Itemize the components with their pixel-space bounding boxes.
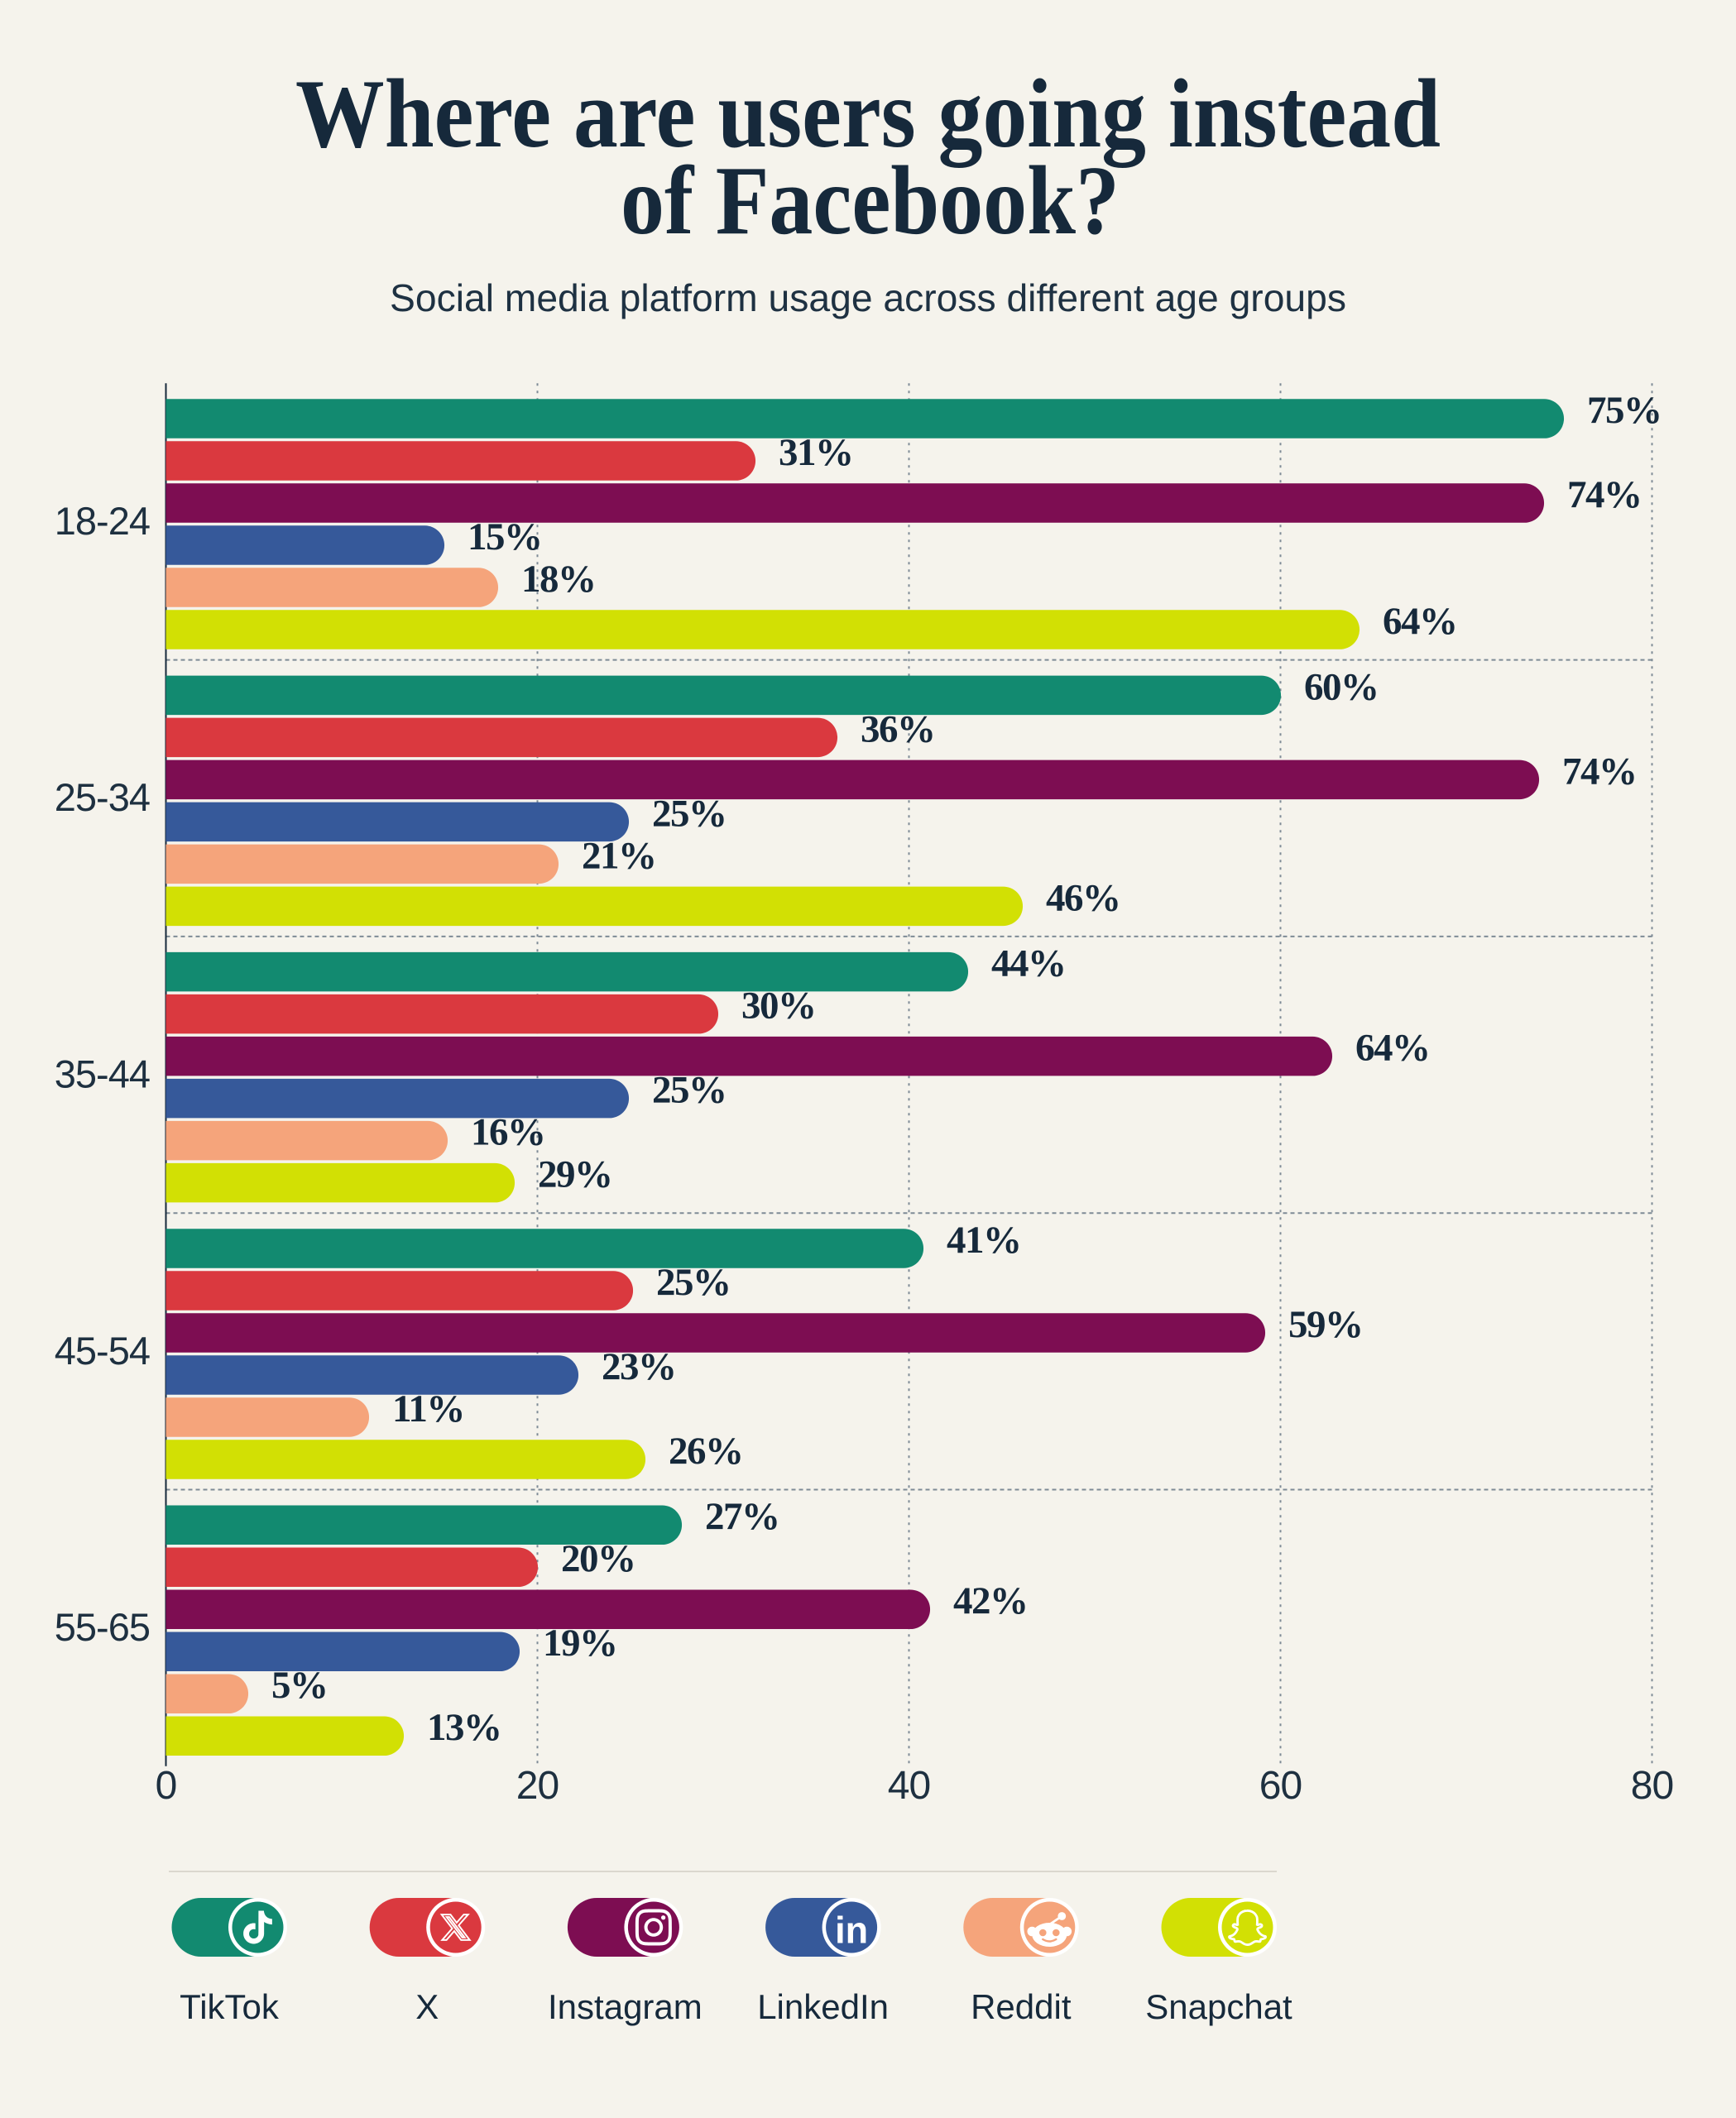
svg-text:13%: 13% bbox=[427, 1706, 501, 1749]
svg-text:25%: 25% bbox=[652, 1069, 727, 1112]
svg-text:60: 60 bbox=[1259, 1764, 1302, 1808]
svg-text:27%: 27% bbox=[705, 1495, 779, 1538]
svg-text:36%: 36% bbox=[861, 707, 935, 750]
svg-text:42%: 42% bbox=[953, 1579, 1028, 1622]
svg-text:30%: 30% bbox=[741, 985, 816, 1028]
svg-text:X: X bbox=[415, 1987, 439, 2026]
svg-text:26%: 26% bbox=[669, 1430, 743, 1473]
svg-text:20%: 20% bbox=[561, 1537, 635, 1580]
svg-text:64%: 64% bbox=[1383, 600, 1457, 643]
svg-text:25%: 25% bbox=[656, 1261, 731, 1304]
svg-text:40: 40 bbox=[888, 1764, 930, 1808]
svg-text:5%: 5% bbox=[271, 1664, 328, 1707]
svg-text:of Facebook?: of Facebook? bbox=[621, 146, 1120, 255]
svg-text:44%: 44% bbox=[991, 942, 1066, 985]
svg-text:19%: 19% bbox=[543, 1622, 617, 1665]
svg-text:59%: 59% bbox=[1288, 1303, 1363, 1346]
svg-text:35-44: 35-44 bbox=[55, 1052, 150, 1096]
svg-text:64%: 64% bbox=[1355, 1027, 1430, 1070]
svg-text:Instagram: Instagram bbox=[548, 1987, 703, 2026]
svg-text:46%: 46% bbox=[1046, 876, 1120, 919]
svg-text:21%: 21% bbox=[582, 834, 656, 877]
svg-text:11%: 11% bbox=[392, 1387, 464, 1430]
svg-text:Snapchat: Snapchat bbox=[1145, 1987, 1292, 2026]
svg-text:15%: 15% bbox=[468, 515, 542, 558]
svg-text:TikTok: TikTok bbox=[180, 1987, 280, 2026]
svg-text:25-34: 25-34 bbox=[55, 775, 150, 819]
svg-text:18-24: 18-24 bbox=[55, 499, 150, 543]
svg-text:80: 80 bbox=[1631, 1764, 1673, 1808]
svg-text:0: 0 bbox=[156, 1764, 177, 1808]
svg-text:74%: 74% bbox=[1567, 473, 1642, 516]
svg-text:in: in bbox=[835, 1910, 868, 1952]
svg-text:23%: 23% bbox=[602, 1345, 676, 1388]
svg-text:55-65: 55-65 bbox=[55, 1605, 150, 1649]
svg-text:Social media platform usage ac: Social media platform usage across diffe… bbox=[390, 276, 1346, 319]
svg-text:16%: 16% bbox=[471, 1111, 545, 1154]
svg-text:60%: 60% bbox=[1304, 665, 1379, 708]
svg-text:29%: 29% bbox=[538, 1153, 612, 1196]
svg-text:74%: 74% bbox=[1562, 750, 1637, 793]
svg-text:Where are users going instead: Where are users going instead bbox=[295, 59, 1441, 168]
svg-text:25%: 25% bbox=[652, 792, 727, 835]
svg-text:45-54: 45-54 bbox=[55, 1329, 150, 1373]
svg-text:41%: 41% bbox=[947, 1219, 1021, 1262]
svg-text:20: 20 bbox=[516, 1764, 559, 1808]
svg-text:75%: 75% bbox=[1587, 389, 1662, 432]
svg-text:Reddit: Reddit bbox=[971, 1987, 1072, 2026]
svg-text:31%: 31% bbox=[779, 431, 853, 474]
svg-text:18%: 18% bbox=[521, 558, 596, 601]
svg-text:LinkedIn: LinkedIn bbox=[757, 1987, 889, 2026]
